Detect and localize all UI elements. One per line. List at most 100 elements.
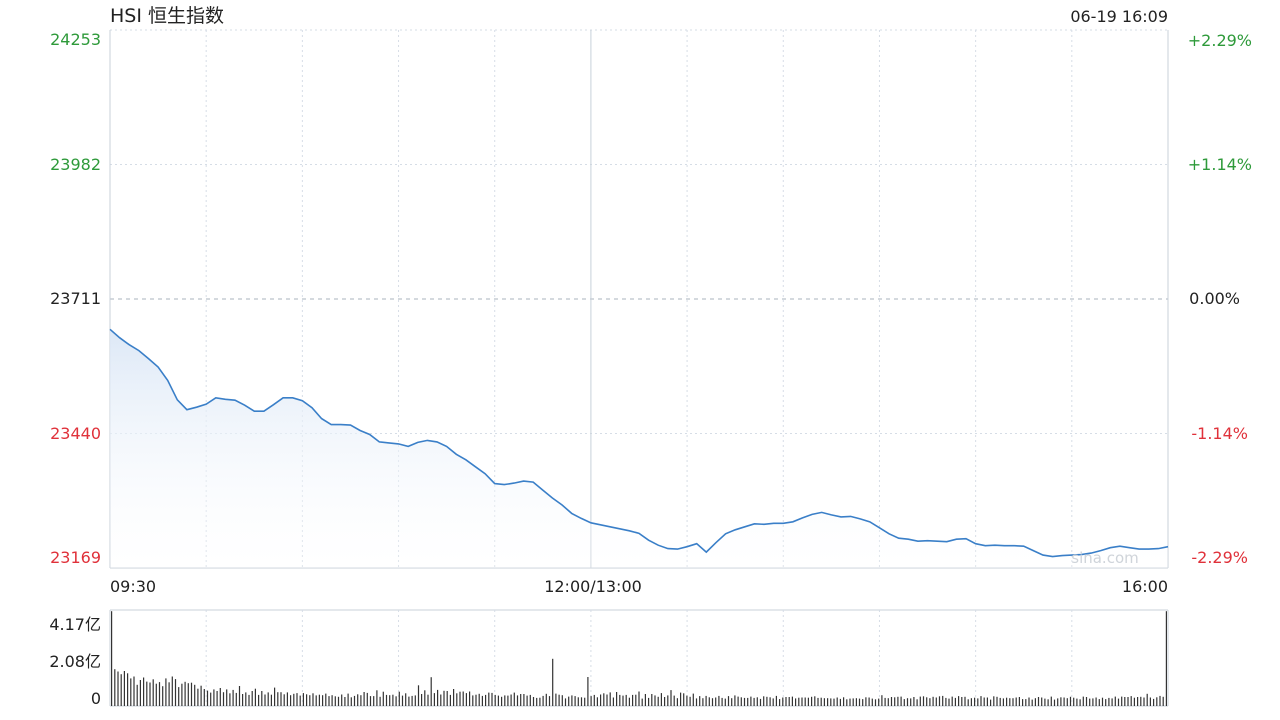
volume-bar (983, 697, 985, 706)
volume-bar (245, 692, 247, 706)
volume-bar (341, 694, 343, 706)
volume-bar (919, 696, 921, 706)
volume-bar (775, 695, 777, 706)
volume-bar (648, 697, 650, 706)
volume-bar (660, 693, 662, 706)
volume-bar (136, 684, 138, 706)
volume-bar (152, 679, 154, 706)
volume-bar (974, 697, 976, 706)
volume-bar (194, 684, 196, 706)
volume-bar (1114, 696, 1116, 706)
volume-bar (127, 673, 129, 706)
volume-bar (811, 696, 813, 706)
volume-bar (571, 695, 573, 706)
volume-bar (785, 697, 787, 706)
volume-bar (261, 691, 263, 706)
volume-bar (254, 688, 256, 706)
volume-bar (638, 691, 640, 706)
y-label-right: 0.00% (1189, 289, 1240, 308)
volume-bar (238, 686, 241, 706)
volume-bar (858, 698, 861, 706)
volume-label-mid: 2.08亿 (49, 652, 101, 671)
volume-bar (539, 697, 541, 706)
volume-bar (932, 696, 934, 706)
volume-bar (1156, 697, 1158, 706)
volume-bar (1079, 699, 1081, 706)
volume-bar (1031, 699, 1033, 706)
volume-bar (229, 693, 231, 706)
volume-bar (277, 692, 279, 706)
volume-bar (497, 695, 499, 706)
volume-bar (385, 694, 388, 706)
volume-bar (654, 695, 656, 706)
volume-bar (270, 694, 272, 706)
volume-bar (501, 696, 503, 706)
volume-bar (369, 696, 372, 706)
volume-bar (1076, 698, 1078, 706)
volume-bar (769, 697, 771, 706)
volume-bar (753, 697, 755, 706)
volume-bar (376, 690, 378, 706)
volume-bar (456, 693, 458, 706)
volume-bar (980, 696, 982, 706)
volume-bar (999, 697, 1001, 706)
volume-bar (302, 693, 304, 706)
volume-bar (1153, 698, 1155, 706)
volume-bar (1133, 697, 1135, 706)
volume-bar (609, 692, 611, 706)
volume-bar (935, 697, 937, 706)
volume-bar (158, 682, 161, 706)
volume-bar (926, 697, 928, 706)
volume-bar (373, 696, 375, 706)
volume-bar (542, 695, 544, 706)
volume-bar (1089, 698, 1091, 706)
volume-label-max: 4.17亿 (49, 615, 101, 634)
volume-bar (213, 689, 215, 706)
volume-bar (526, 695, 528, 706)
volume-bar (331, 695, 333, 706)
volume-bar (580, 697, 583, 706)
volume-bar (414, 695, 416, 706)
volume-bar (421, 694, 423, 706)
y-label-right: +1.14% (1188, 155, 1252, 174)
volume-bar (424, 690, 426, 706)
volume-bar (433, 693, 435, 706)
volume-bar (334, 696, 336, 706)
volume-bar (274, 687, 276, 706)
volume-bar (360, 695, 362, 706)
volume-bar (117, 671, 119, 706)
volume-bar (827, 698, 829, 706)
volume-bar (264, 694, 266, 706)
volume-bar (862, 699, 864, 706)
volume-bar (1137, 697, 1139, 706)
volume-bar (488, 692, 490, 706)
volume-bar (1162, 696, 1164, 706)
volume-bar (673, 695, 675, 706)
volume-bar (1047, 699, 1049, 706)
volume-bar (1034, 698, 1036, 706)
volume-bar (708, 697, 710, 706)
volume-bar (1044, 698, 1046, 706)
volume-bar (1082, 696, 1084, 706)
volume-bar (235, 692, 237, 706)
volume-bar (731, 698, 733, 706)
chart-datetime: 06-19 16:09 (1070, 7, 1168, 26)
chart-title: HSI 恒生指数 (110, 5, 224, 27)
volume-bar (596, 697, 598, 706)
volume-bar (564, 698, 567, 706)
volume-bar (996, 696, 998, 706)
volume-bar (922, 696, 925, 706)
volume-bar (190, 682, 193, 706)
volume-bar (1050, 696, 1052, 706)
volume-bar (251, 691, 253, 706)
volume-bar (168, 682, 170, 706)
volume-bar (625, 694, 627, 706)
volume-bar (632, 694, 634, 706)
volume-bar (1143, 697, 1145, 706)
volume-label-zero: 0 (91, 689, 101, 708)
volume-bar (814, 696, 816, 706)
volume-bar (1124, 697, 1126, 706)
volume-bar (203, 689, 205, 706)
volume-bar (577, 697, 579, 706)
volume-bar (280, 692, 282, 706)
